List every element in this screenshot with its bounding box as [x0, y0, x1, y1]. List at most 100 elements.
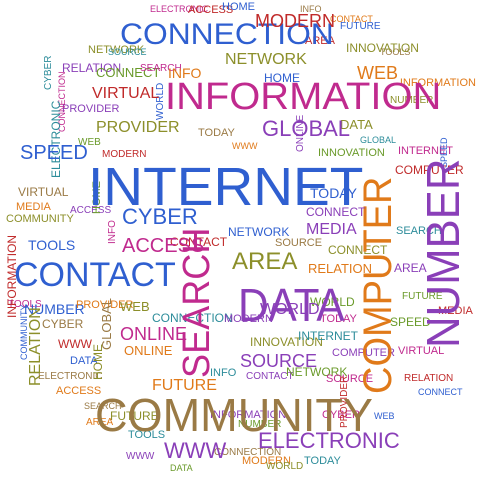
- word-media: MEDIA: [306, 221, 357, 238]
- word-filler-source: SOURCE: [326, 373, 374, 385]
- word-cyber: CYBER: [122, 204, 198, 229]
- word-filler-connect: CONNECT: [328, 243, 388, 257]
- word-future: FUTURE: [152, 377, 217, 394]
- word-filler-tools: TOOLS: [8, 299, 42, 310]
- word-filler-www: WWW: [126, 451, 155, 462]
- word-filler-electronic: ELECTRONIC: [49, 100, 63, 178]
- word-filler-number: NUMBER: [24, 301, 85, 317]
- word-filler-today: TODAY: [320, 313, 357, 325]
- word-filler-world: WORLD: [266, 461, 304, 472]
- word-online: ONLINE: [120, 324, 188, 344]
- word-community: COMMUNITY: [95, 389, 373, 441]
- word-filler-connection: CONNECTION: [214, 447, 282, 458]
- word-network: NETWORK: [225, 51, 307, 68]
- word-information: INFORMATION: [165, 76, 442, 118]
- word-filler-internet: INTERNET: [298, 329, 358, 343]
- word-filler-provider: PROVIDER: [76, 299, 134, 311]
- word-filler-modern: MODERN: [242, 455, 291, 467]
- word-filler-data: DATA: [70, 355, 98, 367]
- word-filler-info: INFO: [107, 220, 118, 244]
- word-innovation: INNOVATION: [346, 41, 419, 55]
- word-filler-media: MEDIA: [438, 305, 473, 317]
- word-world: WORLD: [260, 301, 320, 318]
- word-relation: RELATION: [27, 307, 44, 386]
- word-filler-contact: CONTACT: [330, 14, 373, 24]
- word-virtual: VIRTUAL: [92, 85, 160, 102]
- word-filler-future: FUTURE: [402, 291, 443, 302]
- word-filler-computer: COMPUTER: [395, 163, 464, 177]
- word-connection: CONNECTION: [120, 18, 334, 51]
- word-filler-information: INFORMATION: [399, 77, 476, 89]
- word-internet: INTERNET: [88, 157, 364, 217]
- word-filler-media: MEDIA: [16, 201, 51, 213]
- word-filler-electronic: ELECTRONIC: [150, 4, 209, 14]
- word-filler-home: HOME: [222, 1, 255, 13]
- word-filler-world: WORLD: [310, 295, 355, 309]
- word-filler-modern: MODERN: [102, 149, 147, 160]
- word-filler-www: WWW: [58, 337, 92, 351]
- word-filler-number: NUMBER: [390, 95, 434, 106]
- word-filler-home: HOME: [91, 344, 105, 380]
- word-filler-source: SOURCE: [108, 47, 147, 57]
- word-tools: TOOLS: [28, 237, 76, 253]
- word-filler-computer: COMPUTER: [332, 347, 395, 359]
- word-filler-contact: CONTACT: [246, 371, 294, 382]
- word-filler-connect: CONNECT: [418, 387, 463, 397]
- word-info: INFO: [168, 65, 202, 81]
- word-www: WWW: [164, 438, 227, 463]
- word-filler-area: AREA: [86, 417, 114, 428]
- word-filler-network: NETWORK: [88, 44, 145, 56]
- word-filler-online: ONLINE: [124, 343, 173, 358]
- word-filler-relation: RELATION: [308, 261, 373, 276]
- word-filler-source: SOURCE: [275, 237, 323, 249]
- word-filler-data: DATA: [340, 117, 373, 132]
- word-filler-cyber: CYBER: [43, 55, 54, 90]
- word-filler-internet: INTERNET: [398, 145, 453, 157]
- word-modern: MODERN: [255, 11, 335, 31]
- word-filler-search: SEARCH: [140, 63, 182, 74]
- word-filler-cyber: CYBER: [322, 409, 360, 421]
- word-filler-speed: SPEED: [390, 315, 431, 329]
- word-electronic: ELECTRONIC: [258, 428, 400, 453]
- word-filler-relation: RELATION: [404, 373, 454, 384]
- word-filler-access: ACCESS: [56, 385, 102, 397]
- word-filler-www: WWW: [232, 141, 258, 151]
- word-filler-community: COMMUNITY: [6, 213, 74, 225]
- word-filler-tools: TOOLS: [380, 47, 411, 57]
- word-today: TODAY: [310, 185, 357, 201]
- word-access: ACCESS: [122, 235, 205, 257]
- word-filler-relation: RELATION: [62, 61, 122, 75]
- word-connect: CONNECT: [306, 205, 366, 219]
- word-filler-info: INFO: [300, 4, 322, 14]
- word-provider: PROVIDER: [96, 119, 180, 136]
- word-filler-network: NETWORK: [286, 365, 348, 379]
- word-home: HOME: [264, 71, 300, 85]
- word-filler-innovation: INNOVATION: [318, 147, 385, 159]
- word-filler-web: WEB: [374, 411, 395, 421]
- word-area: AREA: [232, 248, 298, 275]
- word-filler-area: AREA: [394, 261, 427, 275]
- word-filler-web: WEB: [120, 299, 150, 314]
- word-data: DATA: [238, 279, 345, 331]
- word-speed: SPEED: [20, 142, 88, 164]
- word-filler-innovation: INNOVATION: [250, 335, 323, 349]
- word-filler-web: WEB: [78, 137, 101, 148]
- word-filler-tools: TOOLS: [128, 429, 166, 441]
- word-filler-data: DATA: [170, 463, 193, 473]
- word-source: SOURCE: [240, 351, 318, 371]
- word-filler-info: INFO: [210, 367, 237, 379]
- word-filler-access: ACCESS: [188, 4, 234, 16]
- word-filler-access: ACCESS: [70, 205, 112, 216]
- word-filler-connect: CONNECT: [96, 65, 161, 80]
- word-filler-cyber: CYBER: [42, 317, 84, 331]
- word-filler-future: FUTURE: [340, 21, 381, 32]
- word-filler-search: SEARCH: [396, 225, 442, 237]
- word-filler-information: INFORMATION: [210, 409, 287, 421]
- word-filler-area: AREA: [305, 35, 335, 47]
- word-number: NUMBER: [417, 158, 469, 348]
- word-filler-contact: CONTACT: [170, 235, 228, 249]
- word-filler-virtual: VIRTUAL: [398, 345, 445, 357]
- word-filler-today: TODAY: [304, 455, 341, 467]
- word-filler-electronic: ELECTRONIC: [38, 371, 103, 382]
